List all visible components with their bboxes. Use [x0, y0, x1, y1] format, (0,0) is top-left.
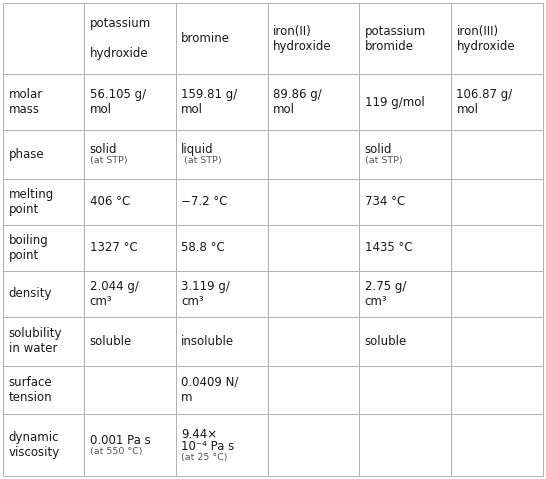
Text: 106.87 g/
mol: 106.87 g/ mol	[456, 88, 513, 116]
Text: melting
point: melting point	[9, 188, 54, 216]
Text: bromine: bromine	[181, 32, 230, 45]
Text: potassium
bromide: potassium bromide	[365, 24, 426, 53]
Text: boiling
point: boiling point	[9, 234, 49, 262]
Text: (at STP): (at STP)	[181, 156, 222, 165]
Text: soluble: soluble	[365, 335, 407, 348]
Text: 1327 °C: 1327 °C	[90, 241, 137, 254]
Text: 58.8 °C: 58.8 °C	[181, 241, 225, 254]
Text: (at 550 °C): (at 550 °C)	[90, 446, 142, 456]
Text: 0.001 Pa s: 0.001 Pa s	[90, 434, 150, 447]
Text: 0.0409 N/
m: 0.0409 N/ m	[181, 376, 239, 404]
Text: solid: solid	[90, 143, 117, 156]
Text: −7.2 °C: −7.2 °C	[181, 195, 228, 208]
Text: 3.119 g/
cm³: 3.119 g/ cm³	[181, 280, 230, 308]
Text: 2.75 g/
cm³: 2.75 g/ cm³	[365, 280, 406, 308]
Text: 9.44×: 9.44×	[181, 428, 217, 441]
Text: 2.044 g/
cm³: 2.044 g/ cm³	[90, 280, 139, 308]
Text: 1435 °C: 1435 °C	[365, 241, 412, 254]
Text: 10⁻⁴ Pa s: 10⁻⁴ Pa s	[181, 440, 235, 454]
Text: 56.105 g/
mol: 56.105 g/ mol	[90, 88, 146, 116]
Text: iron(III)
hydroxide: iron(III) hydroxide	[456, 24, 515, 53]
Text: 159.81 g/
mol: 159.81 g/ mol	[181, 88, 238, 116]
Text: soluble: soluble	[90, 335, 132, 348]
Text: 406 °C: 406 °C	[90, 195, 130, 208]
Text: iron(II)
hydroxide: iron(II) hydroxide	[273, 24, 331, 53]
Text: dynamic
viscosity: dynamic viscosity	[9, 431, 60, 459]
Text: 119 g/mol: 119 g/mol	[365, 96, 424, 109]
Text: solid: solid	[365, 143, 392, 156]
Text: (at STP): (at STP)	[90, 156, 127, 165]
Text: surface
tension: surface tension	[9, 376, 52, 404]
Text: potassium
 
hydroxide: potassium hydroxide	[90, 17, 151, 60]
Text: density: density	[9, 287, 52, 300]
Text: 734 °C: 734 °C	[365, 195, 405, 208]
Text: (at 25 °C): (at 25 °C)	[181, 453, 228, 462]
Text: 89.86 g/
mol: 89.86 g/ mol	[273, 88, 322, 116]
Text: insoluble: insoluble	[181, 335, 234, 348]
Text: (at STP): (at STP)	[365, 156, 402, 165]
Text: phase: phase	[9, 148, 44, 160]
Text: solubility
in water: solubility in water	[9, 327, 62, 355]
Text: molar
mass: molar mass	[9, 88, 43, 116]
Text: liquid: liquid	[181, 143, 214, 156]
